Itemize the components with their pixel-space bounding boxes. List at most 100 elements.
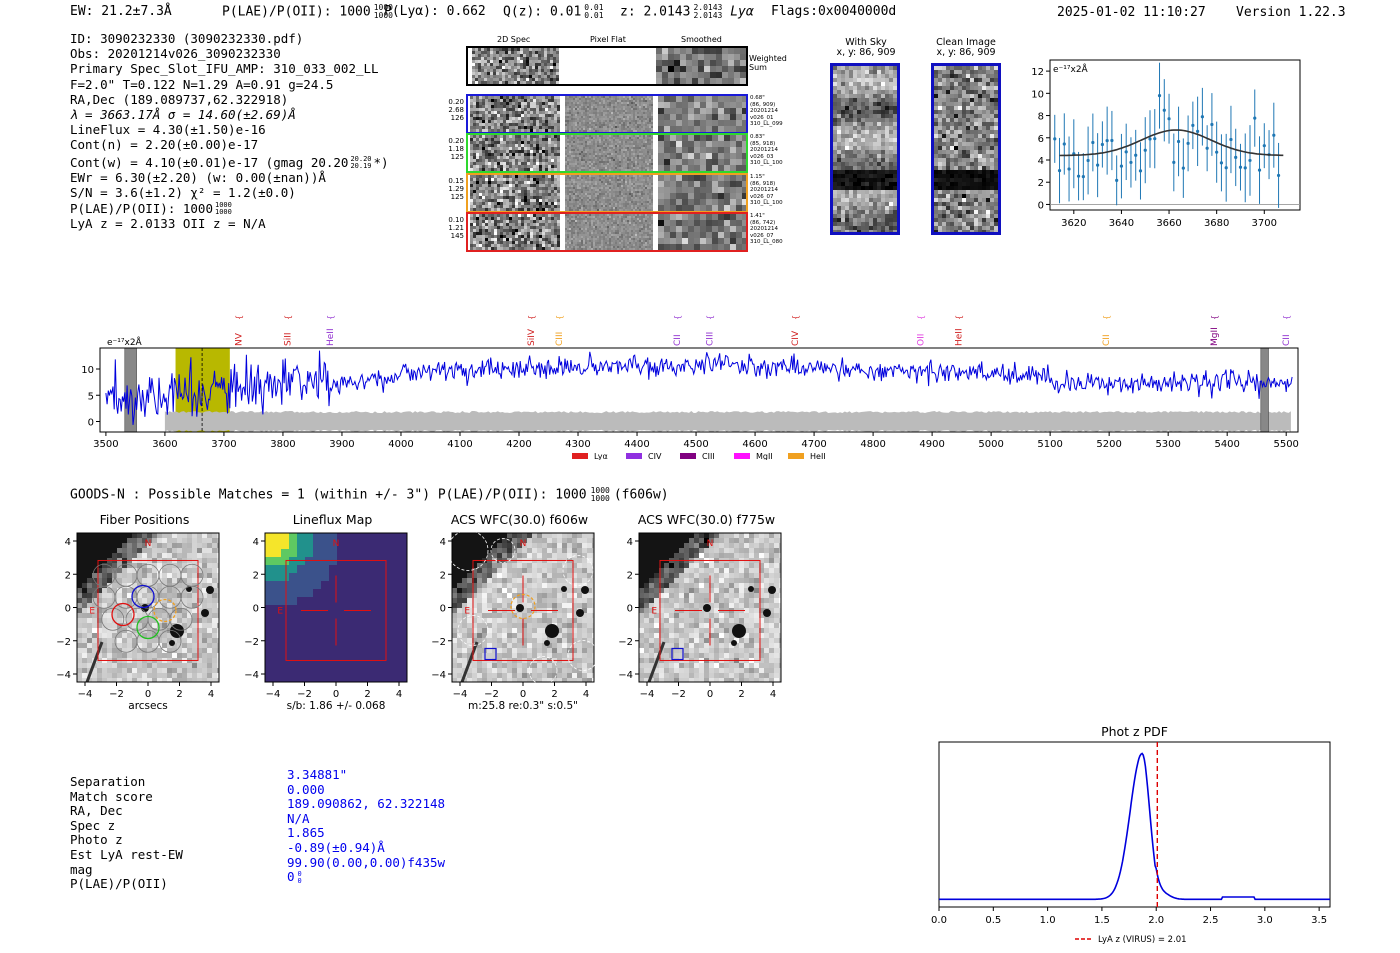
- info-line: LineFlux = 4.30(±1.50)e-16: [70, 122, 266, 138]
- spectrum-x-tick: 3600: [152, 439, 177, 450]
- image-panel-caption: s/b: 1.86 +/- 0.068: [287, 700, 386, 712]
- cutout-row-meta: 0.83" (85, 918) 20201214 v026_03 310_LL_100: [750, 134, 783, 166]
- info-line: P(LAE)/P(OII): 1000 1000 1000: [70, 200, 232, 217]
- zoom-data-point: [1105, 106, 1109, 175]
- zoom-data-point: [1086, 126, 1090, 195]
- spectrum-x-tick: 4900: [919, 439, 944, 450]
- zoom-data-point: [1138, 142, 1143, 200]
- cutout-row-stats: 0.20 1.18 125: [448, 137, 464, 161]
- zoom-data-point: [1153, 109, 1157, 169]
- info-line: λ = 3663.17Å σ = 14.60(±2.69)Å: [70, 107, 296, 123]
- zoom-data-point: [1148, 110, 1152, 168]
- zoom-y-tick: 12: [1031, 67, 1044, 78]
- line-marker-label: SiII: [284, 332, 294, 346]
- zoom-data-point: [1062, 113, 1066, 175]
- zoom-data-point: [1181, 138, 1185, 198]
- cutout-col-title: Pixel Flat: [590, 35, 626, 44]
- cutout-row-meta: 0.68" (86, 909) 20201214 v026_01 310_LL_099: [750, 95, 783, 127]
- header-q-lo: 0.01: [584, 11, 604, 20]
- legend-label: CIII: [702, 452, 715, 460]
- clean-image: [931, 63, 1001, 235]
- with-sky-title: With Sky x, y: 86, 909: [836, 37, 896, 58]
- fiber-cutout-row: [466, 173, 748, 213]
- spectrum-x-tick: 5400: [1214, 439, 1239, 450]
- spectrum-line: [105, 350, 1293, 425]
- zoom-y-tick: 10: [1031, 89, 1044, 100]
- pdf-x-tick: 0.0: [931, 915, 947, 926]
- zoom-x-tick: 3660: [1156, 218, 1181, 229]
- spectrum-y-tick: 0: [88, 418, 94, 429]
- zoom-data-point: [1234, 128, 1238, 187]
- info-line: EWr = 6.30(±2.20) (w: 0.00(±nan))Å: [70, 170, 326, 186]
- spectrum-x-tick: 5300: [1155, 439, 1180, 450]
- spectrum-x-tick: 4500: [683, 439, 708, 450]
- match-label: mag: [70, 861, 93, 877]
- image-panel-caption: m:25.8 re:0.3" s:0.5": [468, 700, 578, 712]
- weighted-sum-image: [472, 48, 746, 84]
- spectrum-y-tick: 5: [88, 391, 94, 402]
- legend-label: Lyα: [594, 452, 608, 460]
- spectrum-x-tick: 3700: [211, 439, 236, 450]
- legend-swatch: [680, 453, 696, 459]
- info-line: S/N = 3.6(±1.2) χ² = 1.2(±0.0): [70, 185, 296, 201]
- with-sky-image: [830, 63, 900, 235]
- image-panel-title: Fiber Positions: [99, 512, 190, 527]
- legend-label: MgII: [756, 452, 773, 460]
- line-marker-label: CIII: [555, 332, 565, 346]
- pdf-curve: [939, 752, 1330, 901]
- zoom-data-point: [1100, 121, 1104, 168]
- header-z-line: Lyα: [730, 4, 754, 20]
- zoom-data-point: [1196, 96, 1200, 167]
- pdf-x-tick: 2.0: [1148, 915, 1164, 926]
- weighted-sum-panel: [466, 46, 748, 86]
- zoom-data-point: [1115, 155, 1119, 206]
- zoom-data-point: [1224, 133, 1228, 202]
- line-marker-label: MgII: [1210, 327, 1220, 346]
- image-panel-title: ACS WFC(30.0) f775w: [637, 512, 776, 527]
- goods-headline: GOODS-N : Possible Matches = 1 (within +…: [70, 486, 669, 503]
- spectrum-x-tick: 4700: [801, 439, 826, 450]
- zoom-data-point: [1076, 151, 1081, 201]
- match-value: 0.000: [287, 781, 325, 797]
- zoom-data-point: [1276, 142, 1281, 208]
- zoom-data-point: [1172, 133, 1176, 192]
- zoom-x-tick: 3680: [1204, 218, 1229, 229]
- photz-pdf-plot: Phot z PDF 0.0 0.5 1.0 1.5 2.0 2.5 3.0 3.5 LyA z …: [931, 724, 1331, 945]
- pdf-title: Phot z PDF: [1101, 724, 1168, 739]
- cutout-col-title: Smoothed: [681, 35, 722, 44]
- zoom-data-point: [1124, 123, 1128, 181]
- zoom-data-point: [1253, 89, 1257, 147]
- full-spectrum-plot: 3500 3600 3700 3800 3900 4000 4100 4200 4300 4400…: [81, 315, 1299, 460]
- zoom-data-point: [1067, 136, 1071, 202]
- zoom-y-tick: 8: [1038, 112, 1044, 123]
- pdf-legend: LyA z (VIRUS) = 2.01: [1098, 935, 1187, 945]
- image-panel-caption: EWr: 597, PLAE: 1000: [466, 712, 580, 713]
- match-label: Photo z: [70, 832, 123, 848]
- header-timestamp: 2025-01-02 11:10:27: [1057, 5, 1206, 20]
- zoom-y-tick: 2: [1038, 178, 1044, 189]
- header-z-hi: 2.0143: [693, 3, 723, 12]
- legend-swatch: [572, 453, 588, 459]
- spectrum-x-tick: 4600: [742, 439, 767, 450]
- match-label: Match score: [70, 788, 153, 804]
- image-panel-title: ACS WFC(30.0) f606w: [450, 512, 589, 527]
- zoom-data-point: [1057, 137, 1062, 204]
- zoom-data-point: [1110, 110, 1114, 171]
- spectrum-x-tick: 3900: [329, 439, 354, 450]
- line-marker-label: HeII: [955, 328, 965, 346]
- match-label: P(LAE)/P(OII): [70, 876, 168, 892]
- header-flags: Flags:0x0040000d: [771, 4, 897, 19]
- clean-image-title: Clean Image x, y: 86, 909: [936, 37, 996, 58]
- info-line: Obs: 20201214v026_3090232330: [70, 46, 281, 62]
- spectrum-y-tick: 10: [81, 365, 94, 376]
- legend-swatch: [626, 453, 642, 459]
- zoom-data-point: [1119, 133, 1124, 199]
- zoom-x-tick: 3620: [1061, 218, 1086, 229]
- spectrum-x-tick: 4200: [506, 439, 531, 450]
- cutout-row-stats: 0.15 1.29 125: [448, 177, 464, 201]
- zoom-data-point: [1129, 137, 1133, 188]
